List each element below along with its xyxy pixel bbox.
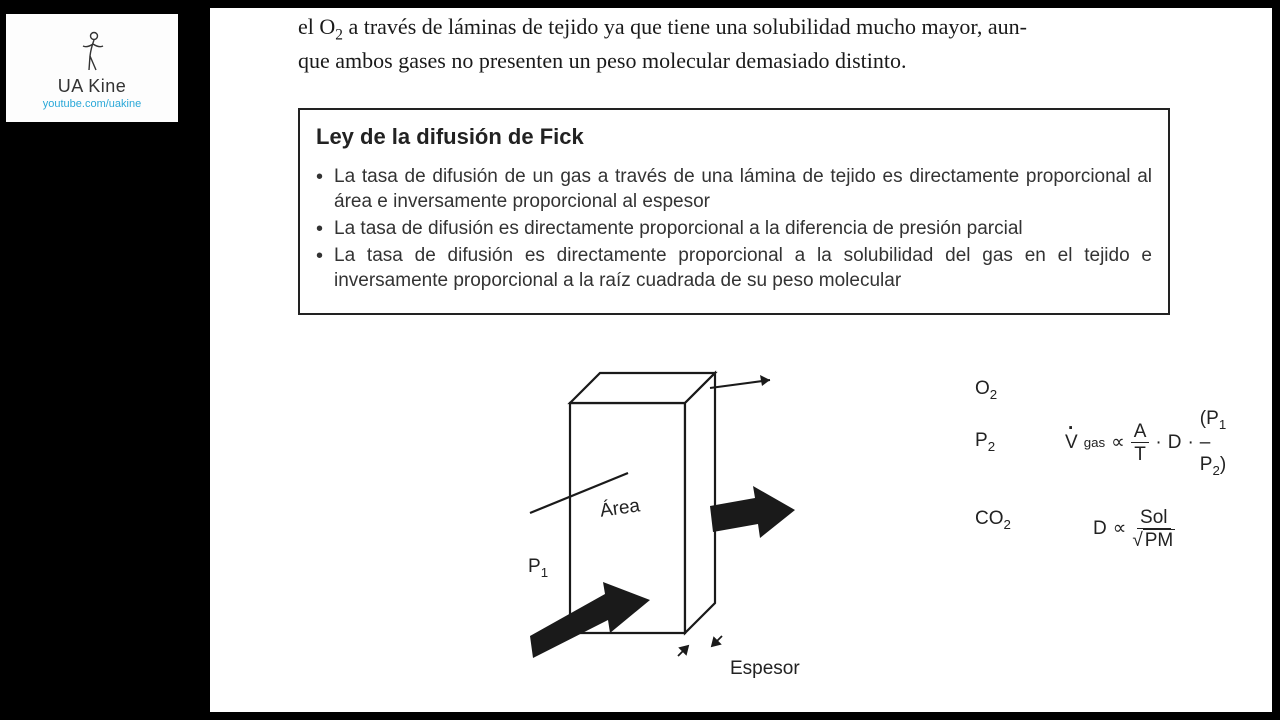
label-p1: P1	[528, 556, 548, 580]
equations-block: Vgas ∝ AT · D · (P1 – P2) D ∝ Sol √PM	[1065, 408, 1230, 580]
tissue-slab-icon	[510, 358, 1010, 698]
fick-bullet: La tasa de difusión es directamente prop…	[316, 216, 1152, 241]
intro-paragraph: el O2 a través de láminas de tejido ya q…	[298, 12, 1168, 76]
fick-title: Ley de la difusión de Fick	[316, 124, 1152, 150]
label-o2: O2	[975, 378, 997, 402]
fick-bullet-list: La tasa de difusión de un gas a través d…	[316, 164, 1152, 293]
fick-diagram: O2 P2 CO2 P1 Área Espesor Vgas ∝ AT · D …	[510, 358, 1230, 708]
channel-logo-card: UA Kine youtube.com/uakine	[6, 14, 178, 122]
equation-vgas: Vgas ∝ AT · D · (P1 – P2)	[1065, 408, 1230, 478]
fick-bullet: La tasa de difusión de un gas a través d…	[316, 164, 1152, 214]
equation-d: D ∝ Sol √PM	[1093, 508, 1230, 550]
logo-title: UA Kine	[58, 76, 127, 97]
label-co2: CO2	[975, 508, 1011, 532]
label-espesor: Espesor	[730, 658, 800, 680]
human-figure-icon	[77, 30, 107, 74]
fick-bullet: La tasa de difusión es directamente prop…	[316, 243, 1152, 293]
fick-law-box: Ley de la difusión de Fick La tasa de di…	[298, 108, 1170, 315]
logo-url: youtube.com/uakine	[43, 98, 141, 110]
document-page: el O2 a través de láminas de tejido ya q…	[210, 8, 1272, 712]
label-p2: P2	[975, 430, 995, 454]
